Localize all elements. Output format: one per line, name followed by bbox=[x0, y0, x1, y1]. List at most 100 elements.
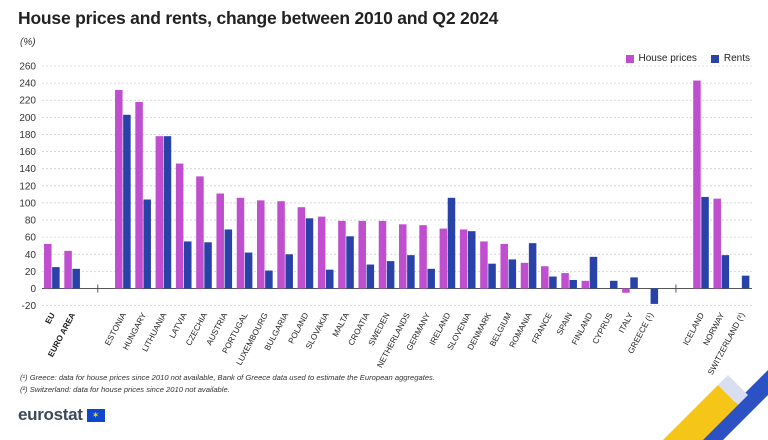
logo-text: eurostat bbox=[18, 405, 83, 424]
bar-house-prices bbox=[419, 225, 427, 289]
x-tick-label: ITALY bbox=[617, 311, 635, 335]
bar-rents bbox=[123, 114, 131, 289]
y-tick-label: 120 bbox=[19, 181, 36, 192]
y-tick-label: 20 bbox=[25, 267, 37, 278]
y-tick-label: 240 bbox=[19, 79, 36, 90]
bar-rents bbox=[52, 267, 60, 289]
bar-house-prices bbox=[257, 200, 265, 289]
bar-house-prices bbox=[399, 224, 407, 289]
bar-house-prices bbox=[520, 262, 529, 289]
x-tick-label: LATVIA bbox=[168, 311, 189, 340]
legend-item-house-prices: House prices bbox=[625, 53, 697, 64]
y-tick-label: 200 bbox=[19, 113, 36, 124]
corner-decoration bbox=[663, 370, 768, 440]
legend-label-rents: Rents bbox=[723, 53, 750, 64]
bar-house-prices bbox=[459, 229, 468, 289]
bar-house-prices bbox=[155, 136, 164, 289]
y-tick-label: -20 bbox=[22, 301, 37, 312]
house-prices-swatch bbox=[625, 54, 634, 63]
bar-rents bbox=[569, 279, 577, 289]
bar-house-prices bbox=[196, 176, 204, 289]
bar-rents bbox=[265, 270, 273, 289]
bar-house-prices bbox=[581, 280, 590, 289]
footnote-greece: (¹) Greece: data for house prices since … bbox=[20, 373, 435, 382]
bar-house-prices bbox=[358, 220, 366, 289]
bar-house-prices bbox=[216, 193, 224, 289]
bar-house-prices bbox=[115, 89, 123, 289]
legend-item-rents: Rents bbox=[710, 53, 750, 64]
y-tick-label: 180 bbox=[19, 130, 36, 141]
bar-rents bbox=[163, 136, 172, 289]
bar-house-prices bbox=[480, 241, 488, 289]
bar-rents bbox=[285, 254, 293, 289]
bar-house-prices bbox=[713, 198, 721, 289]
bar-rents bbox=[508, 259, 517, 289]
bar-house-prices bbox=[297, 207, 306, 289]
y-tick-label: 100 bbox=[19, 198, 36, 209]
x-tick-label: EU bbox=[44, 311, 57, 325]
footnote-switzerland: (²) Switzerland: data for house prices s… bbox=[20, 385, 230, 394]
bar-house-prices bbox=[541, 266, 549, 289]
x-tick-label: FRANCE bbox=[530, 311, 554, 345]
bar-rents bbox=[224, 229, 233, 289]
bar-rents bbox=[701, 196, 709, 289]
bar-house-prices bbox=[338, 220, 346, 289]
x-tick-label: CYPRUS bbox=[591, 311, 615, 346]
x-tick-label: SPAIN bbox=[555, 311, 574, 336]
bar-rents bbox=[650, 288, 659, 304]
y-tick-label: 140 bbox=[19, 164, 36, 175]
bar-house-prices bbox=[135, 101, 143, 289]
eu-flag-icon: ✶ bbox=[86, 408, 105, 422]
bar-rents bbox=[386, 261, 395, 289]
bar-house-prices bbox=[44, 244, 52, 289]
bar-house-prices bbox=[236, 197, 245, 289]
y-tick-label: 40 bbox=[25, 250, 37, 261]
bar-rents bbox=[346, 236, 354, 289]
bar-rents bbox=[741, 275, 750, 289]
bar-house-prices bbox=[378, 220, 387, 289]
bar-house-prices bbox=[277, 201, 285, 289]
bar-rents bbox=[610, 280, 618, 289]
bar-rents bbox=[427, 268, 435, 289]
bar-rents bbox=[589, 256, 598, 289]
bar-house-prices bbox=[693, 80, 701, 289]
bar-rents bbox=[407, 255, 415, 289]
rents-swatch bbox=[710, 54, 719, 63]
y-axis-unit: (%) bbox=[20, 37, 36, 48]
bar-house-prices bbox=[317, 216, 326, 289]
bar-rents bbox=[366, 264, 375, 289]
bar-rents bbox=[184, 241, 192, 289]
deco-stripe-light bbox=[718, 375, 748, 405]
bar-rents bbox=[528, 243, 537, 289]
eurostat-logo: eurostat ✶ bbox=[18, 405, 105, 425]
bar-rents bbox=[72, 268, 80, 289]
bar-rents bbox=[488, 263, 496, 289]
bar-rents bbox=[204, 242, 212, 289]
bar-rents bbox=[468, 231, 476, 289]
chart-title: House prices and rents, change between 2… bbox=[18, 8, 499, 28]
bar-rents bbox=[447, 197, 456, 289]
y-tick-label: 260 bbox=[19, 62, 36, 73]
y-tick-label: 220 bbox=[19, 96, 36, 107]
bar-rents bbox=[549, 276, 557, 289]
footnotes: (¹) Greece: data for house prices since … bbox=[20, 372, 435, 396]
y-tick-label: 160 bbox=[19, 147, 36, 158]
bar-rents bbox=[143, 199, 151, 289]
bar-rents bbox=[721, 255, 730, 289]
y-tick-label: 0 bbox=[30, 284, 36, 295]
y-tick-label: 60 bbox=[25, 233, 37, 244]
bar-house-prices bbox=[561, 273, 569, 289]
bar-rents bbox=[326, 269, 334, 289]
bar-house-prices bbox=[622, 288, 630, 293]
bar-house-prices bbox=[439, 228, 448, 289]
bar-house-prices bbox=[64, 250, 72, 289]
deco-stripe-yellow bbox=[663, 385, 738, 440]
bar-rents bbox=[630, 277, 638, 289]
legend-label-house-prices: House prices bbox=[638, 53, 697, 64]
bar-house-prices bbox=[175, 163, 184, 289]
bar-house-prices bbox=[500, 244, 508, 289]
bar-rents bbox=[305, 218, 314, 289]
x-tick-label: MALTA bbox=[331, 311, 351, 339]
y-tick-label: 80 bbox=[25, 216, 37, 227]
